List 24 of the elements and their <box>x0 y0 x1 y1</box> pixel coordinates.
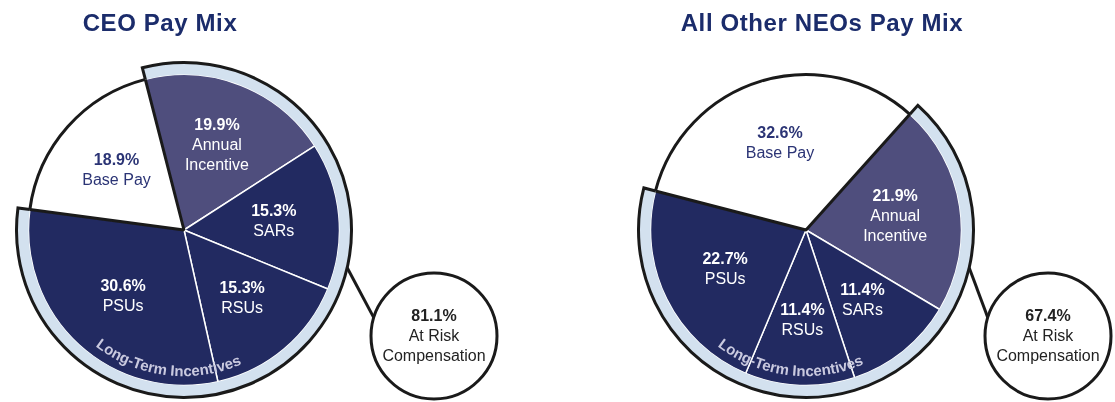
slice-label: Base Pay <box>745 144 815 162</box>
chart-title: All Other NEOs Pay Mix <box>680 9 964 36</box>
data-label: 11.4% <box>780 300 825 318</box>
data-label: 15.3% <box>219 279 265 297</box>
slice-label: Base Pay <box>82 170 151 188</box>
data-label: 18.9% <box>93 150 140 168</box>
text: 67.4% At Risk Compensation <box>995 306 1101 366</box>
slice-label: SARs <box>841 300 883 318</box>
slice-label: PSUs <box>102 296 144 314</box>
data-label: 11.4% <box>840 280 885 298</box>
data-label: 15.3% <box>251 202 297 220</box>
chart-title: CEO Pay Mix <box>82 9 238 36</box>
slice-label: RSUs <box>781 320 824 338</box>
slice-label: PSUs <box>704 270 746 288</box>
data-label: 19.9% <box>194 116 240 134</box>
data-label: 22.7% <box>702 250 748 268</box>
slice-label: Annual Incentive <box>184 136 250 174</box>
data-label: 30.6% <box>100 276 146 294</box>
data-label: 21.9% <box>872 186 918 204</box>
data-label: 32.6% <box>757 124 803 142</box>
slice-label: Annual Incentive <box>863 206 928 244</box>
slice-label: RSUs <box>221 299 264 317</box>
text: 81.1% At Risk Compensation <box>381 306 487 366</box>
slice-label: SARs <box>253 222 295 240</box>
